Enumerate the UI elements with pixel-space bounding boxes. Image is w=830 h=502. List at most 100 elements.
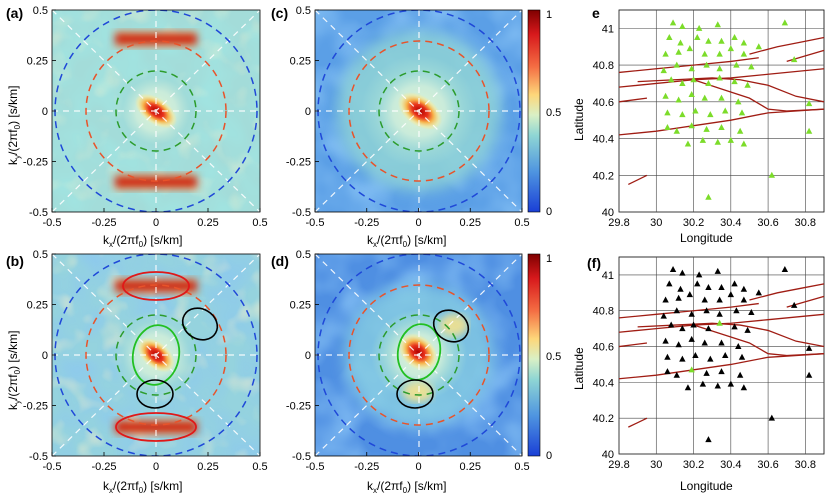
- station-marker: [694, 34, 701, 41]
- station-marker: [790, 301, 798, 308]
- station-marker: [695, 24, 703, 31]
- fault-line: [749, 283, 825, 301]
- station-marker: [781, 266, 789, 273]
- xtick-b: 0.25: [197, 461, 218, 473]
- xtick-d: -0.25: [354, 461, 379, 473]
- ytick-b: 0.5: [33, 249, 48, 261]
- xtick-a: -0.5: [43, 217, 62, 229]
- ytick-b: -0.25: [23, 401, 48, 413]
- station-marker: [740, 39, 748, 46]
- station-marker: [688, 122, 695, 129]
- station-marker: [684, 140, 692, 147]
- station-marker: [699, 380, 707, 387]
- panel-label-c: (c): [271, 5, 288, 21]
- lon-tick: 30.2: [683, 459, 704, 471]
- station-marker: [701, 94, 708, 101]
- station-marker: [731, 323, 738, 330]
- station-marker: [692, 352, 699, 358]
- panel-e-map: 29.8 30 30.2 30.4 30.6 30.8 41 40.8 40.6 40.4 40.2…: [593, 9, 825, 229]
- station-marker: [690, 321, 697, 328]
- station-marker: [664, 353, 671, 360]
- station-marker: [718, 124, 725, 131]
- fault-line: [637, 77, 825, 103]
- station-marker: [677, 285, 684, 292]
- station-marker: [694, 280, 701, 287]
- xtick-d: 0: [415, 461, 421, 473]
- station-marker: [736, 371, 744, 378]
- station-marker: [675, 48, 682, 55]
- station-marker: [727, 380, 735, 387]
- station-marker: [701, 339, 708, 346]
- lon-tick: 30.4: [720, 217, 741, 229]
- station-marker: [662, 92, 669, 99]
- ytick-a: 0.25: [27, 56, 48, 68]
- panel-a-circle-inner: [115, 70, 197, 152]
- station-marker: [718, 37, 725, 44]
- station-marker: [735, 343, 742, 350]
- ytick-d: 0: [305, 350, 311, 362]
- xlabel-e: Longitude: [680, 231, 733, 245]
- station-marker: [673, 371, 680, 378]
- lon-tick: 29.8: [608, 217, 629, 229]
- station-marker: [666, 34, 673, 41]
- station-marker: [805, 344, 813, 351]
- station-marker: [714, 267, 721, 274]
- station-marker: [688, 65, 695, 72]
- station-marker: [664, 109, 671, 116]
- xtick-a: 0.5: [252, 217, 267, 229]
- station-marker: [695, 271, 703, 278]
- panel-b-bottom-red-ellipse: [115, 412, 197, 442]
- panel-label-d: (d): [271, 253, 289, 269]
- colorbar-bottom: 1 0.5 0: [527, 253, 561, 462]
- xtick-a: 0: [153, 217, 159, 229]
- lon-tick: 30.8: [795, 217, 816, 229]
- ytick-c: -0.5: [292, 207, 311, 219]
- station-marker: [688, 310, 695, 317]
- station-marker: [740, 50, 748, 57]
- lat-tick: 40.6: [593, 342, 614, 354]
- station-marker: [701, 50, 708, 57]
- fault-line: [637, 322, 825, 348]
- lat-tick: 40: [602, 207, 614, 219]
- lat-tick: 40: [602, 449, 614, 461]
- station-marker: [736, 127, 744, 134]
- station-marker: [673, 307, 680, 314]
- station-marker: [744, 326, 751, 333]
- k-axis-ticks: -0.5 -0.25 0 0.25 0.50.50.250-0.25-0.5-0.5 -0…: [23, 5, 530, 473]
- station-marker: [690, 76, 697, 83]
- colorbar-bottom-tick-1: 1: [546, 253, 552, 265]
- ytick-b: 0: [42, 350, 48, 362]
- panel-b-heatmap: [51, 253, 261, 457]
- station-marker: [727, 291, 735, 298]
- station-marker: [660, 312, 667, 319]
- svg-text:ky/(2πf0) [s/km]: ky/(2πf0) [s/km]: [6, 86, 22, 165]
- station-marker: [733, 307, 740, 314]
- xtick-a: 0.25: [197, 217, 218, 229]
- station-marker: [703, 125, 710, 132]
- station-marker: [677, 39, 684, 46]
- lon-tick: 30.8: [795, 459, 816, 471]
- station-marker: [790, 56, 798, 63]
- lat-tick: 41: [602, 23, 614, 35]
- station-marker: [673, 127, 680, 134]
- xlabel-c: kx/(2πf0) [s/km]: [367, 233, 446, 249]
- station-marker: [731, 34, 738, 41]
- fault-line: [618, 313, 825, 333]
- station-marker: [705, 325, 712, 332]
- fault-line: [618, 108, 825, 136]
- station-marker: [718, 368, 725, 375]
- panel-c-heatmap: [314, 9, 523, 213]
- lon-tick: 29.8: [608, 459, 629, 471]
- station-marker: [662, 296, 669, 303]
- station-marker: [692, 107, 699, 114]
- station-marker: [740, 140, 748, 147]
- panel-a-heatmap: [51, 9, 261, 213]
- station-marker: [675, 96, 682, 103]
- panel-label-b: (b): [6, 253, 24, 269]
- lat-tick: 40.6: [593, 97, 614, 109]
- station-marker: [705, 193, 712, 200]
- ylabel-e: Latitude: [572, 98, 586, 141]
- xtick-c: -0.5: [306, 217, 325, 229]
- station-marker: [679, 325, 686, 332]
